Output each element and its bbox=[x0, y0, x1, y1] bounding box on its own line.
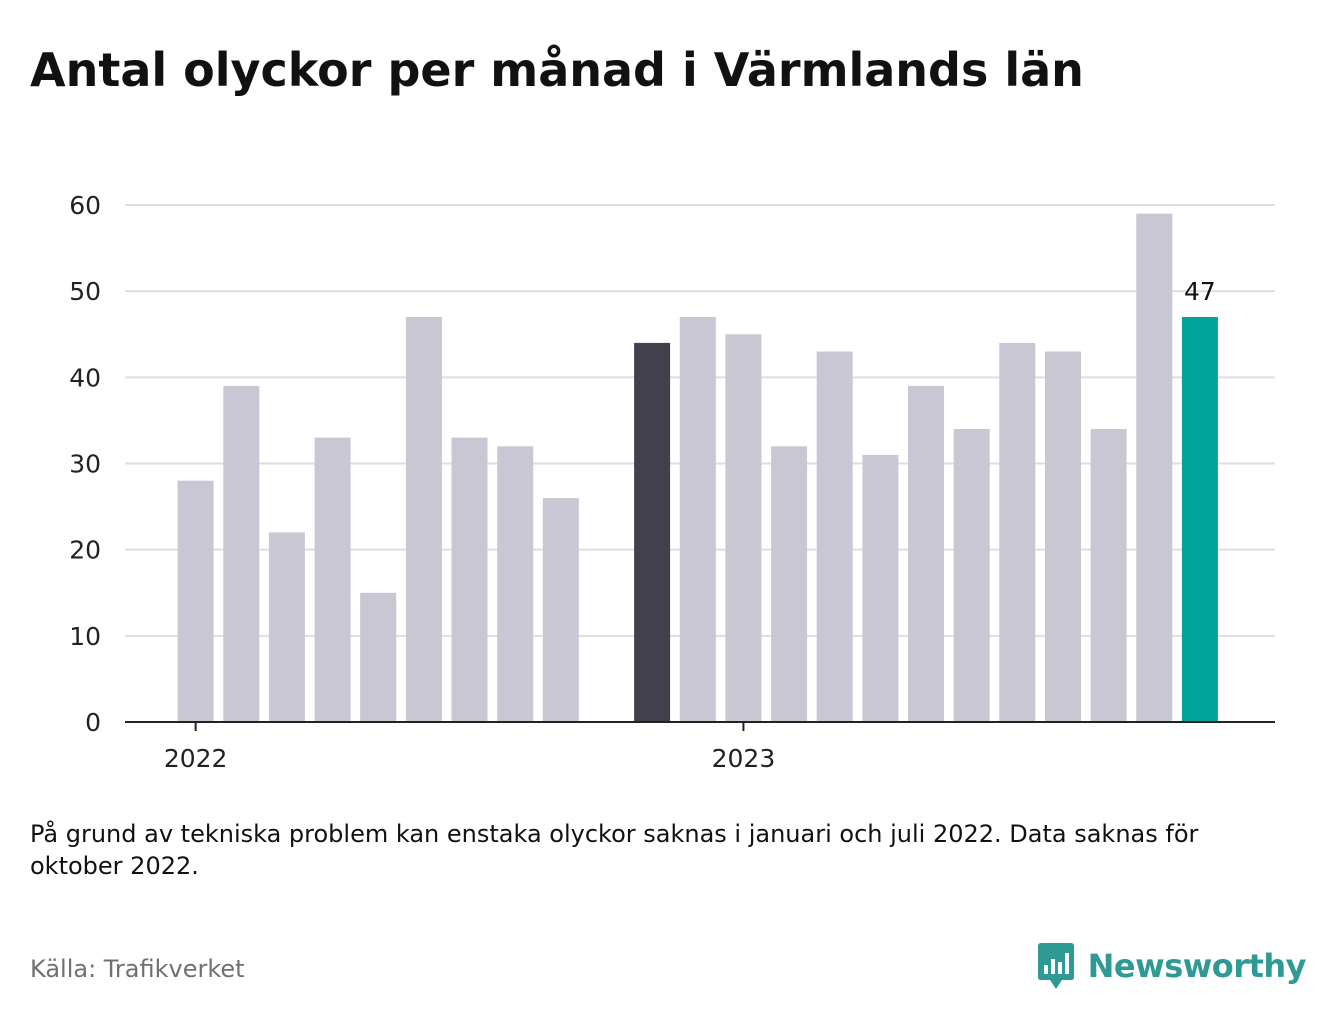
bar-2022-07[interactable] bbox=[451, 437, 488, 722]
bar-2022-02[interactable] bbox=[223, 385, 260, 722]
bar-chart: 0 10 20 30 40 50 60 2022 2023 47 bbox=[69, 191, 1275, 773]
y-tick-label: 0 bbox=[85, 708, 101, 737]
bar-2023-10[interactable] bbox=[1136, 213, 1173, 722]
y-tick-label: 60 bbox=[69, 191, 101, 220]
y-tick-label: 50 bbox=[69, 277, 101, 306]
y-tick-label: 10 bbox=[69, 622, 101, 651]
data-label: 47 bbox=[1184, 277, 1216, 306]
x-axis bbox=[125, 721, 1275, 731]
bar-2023-08[interactable] bbox=[1045, 351, 1081, 723]
bar-2023-03[interactable] bbox=[816, 351, 853, 723]
bar-2022-12[interactable] bbox=[679, 317, 716, 722]
bar-2023-01[interactable] bbox=[725, 334, 762, 723]
bars bbox=[177, 213, 1218, 723]
bar-2022-06[interactable] bbox=[405, 317, 442, 722]
x-axis-tick-labels: 2022 2023 bbox=[164, 744, 775, 773]
data-labels: 47 bbox=[1184, 277, 1216, 306]
bar-2023-09[interactable] bbox=[1090, 429, 1127, 722]
chart-footnote: På grund av tekniska problem kan enstaka… bbox=[30, 820, 1199, 880]
bar-2022-03[interactable] bbox=[268, 532, 305, 722]
x-tick-label: 2023 bbox=[712, 744, 776, 773]
brand-name: Newsworthy bbox=[1087, 947, 1307, 985]
bar-2022-11[interactable] bbox=[634, 342, 671, 722]
bar-2023-04[interactable] bbox=[862, 454, 899, 722]
y-axis-tick-labels: 0 10 20 30 40 50 60 bbox=[69, 191, 101, 737]
x-tick-label: 2022 bbox=[164, 744, 228, 773]
bar-2022-05[interactable] bbox=[360, 592, 397, 723]
source-credit: Källa: Trafikverket bbox=[30, 955, 245, 983]
bar-2023-11[interactable] bbox=[1181, 317, 1218, 722]
y-tick-label: 30 bbox=[69, 450, 101, 479]
chart-title: Antal olyckor per månad i Värmlands län bbox=[30, 43, 1084, 97]
bar-2022-01[interactable] bbox=[177, 480, 214, 722]
bar-2023-02[interactable] bbox=[771, 446, 808, 722]
bar-2023-06[interactable] bbox=[953, 429, 990, 722]
y-tick-label: 40 bbox=[69, 363, 101, 392]
bar-2022-09[interactable] bbox=[542, 498, 579, 722]
bar-2023-05[interactable] bbox=[908, 385, 944, 722]
newsworthy-chart-bubble-icon bbox=[1037, 943, 1074, 989]
bar-2022-04[interactable] bbox=[314, 437, 351, 722]
bar-2023-07[interactable] bbox=[999, 342, 1036, 722]
newsworthy-logo[interactable]: Newsworthy bbox=[1036, 940, 1307, 992]
y-tick-label: 20 bbox=[69, 536, 101, 565]
bar-2022-08[interactable] bbox=[497, 446, 534, 722]
